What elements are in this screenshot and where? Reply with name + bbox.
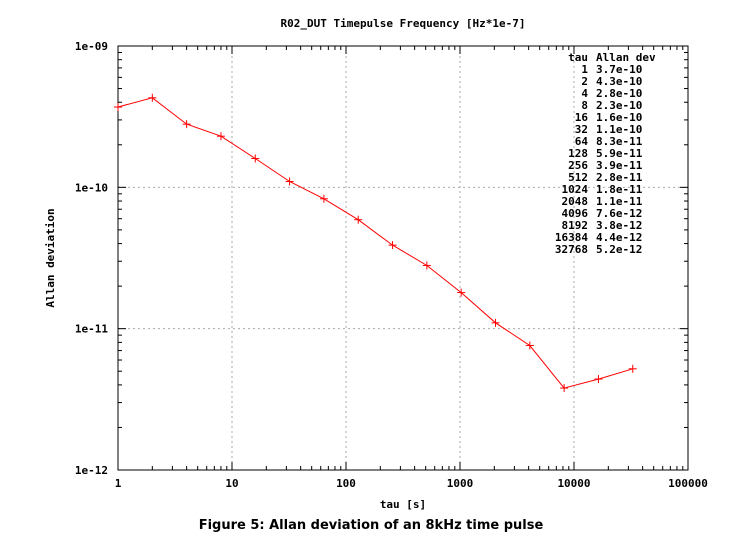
x-tick-label: 10000 [557,477,590,490]
y-axis-label: Allan deviation [44,208,57,307]
table-cell-tau: 4 [581,87,588,100]
x-axis-tick-labels: 1 10 100 1000 10000 100000 [115,477,708,490]
table-cell-allan-dev: 4.4e-12 [596,231,642,244]
data-point-marker [628,364,637,373]
grid-lines [118,46,688,470]
y-tick-label: 1e-12 [75,464,108,477]
allan-deviation-line [117,97,633,389]
axis-ticks [117,45,689,471]
data-point-marker [285,177,294,186]
plot-frame [117,45,689,471]
table-cell-allan-dev: 5.2e-12 [596,243,642,256]
y-tick-label: 1e-11 [75,323,108,336]
table-cell-tau: 1024 [562,183,589,196]
table-cell-allan-dev: 8.3e-11 [596,135,643,148]
data-point-marker [354,215,363,224]
x-tick-label: 100 [336,477,356,490]
table-cell-allan-dev: 4.3e-10 [596,75,642,88]
data-point-marker [148,93,157,102]
table-cell-tau: 32768 [555,243,588,256]
figure-caption: Figure 5: Allan deviation of an 8kHz tim… [198,518,544,533]
table-cell-tau: 16 [575,111,589,124]
table-cell-tau: 64 [575,135,589,148]
data-point-marker [525,341,534,350]
chart-title: R02_DUT Timepulse Frequency [Hz*1e-7] [280,17,525,30]
table-cell-allan-dev: 1.6e-10 [596,111,642,124]
table-cell-allan-dev: 3.7e-10 [596,63,642,76]
table-cell-tau: 512 [568,171,588,184]
data-point-marker [114,103,122,112]
table-cell-tau: 4096 [562,207,589,220]
x-tick-label: 1 [115,477,122,490]
data-point-marker [422,261,431,270]
table-cell-tau: 2 [581,75,588,88]
x-axis-label: tau [s] [380,498,426,511]
y-tick-label: 1e-10 [75,181,108,194]
x-tick-label: 1000 [447,477,474,490]
table-cell-tau: 8 [581,99,588,112]
table-cell-tau: 256 [568,159,588,172]
table-cell-allan-dev: 2.3e-10 [596,99,642,112]
table-cell-tau: 1 [581,63,588,76]
y-tick-label: 1e-09 [75,40,108,53]
data-point-marker [251,154,260,163]
data-point-marker [491,318,500,327]
table-cell-tau: 8192 [562,219,589,232]
table-cell-allan-dev: 2.8e-10 [596,87,642,100]
table-cell-tau: 2048 [562,195,589,208]
table-cell-allan-dev: 5.9e-11 [596,147,643,160]
data-table: tau Allan dev 1 3.7e-10 2 4.3e-10 4 2.8e-10 8 2.3… [555,51,656,256]
data-point-marker [319,194,328,203]
table-cell-allan-dev: 2.8e-11 [596,171,643,184]
data-point-marker [560,384,569,393]
x-tick-label: 100000 [668,477,708,490]
table-cell-tau: 16384 [555,231,588,244]
data-series [114,93,637,393]
table-cell-tau: 32 [575,123,588,136]
data-point-marker [594,375,603,384]
data-point-marker [216,132,225,141]
table-cell-allan-dev: 3.8e-12 [596,219,642,232]
table-cell-allan-dev: 1.1e-10 [596,123,642,136]
table-cell-allan-dev: 1.8e-11 [596,183,643,196]
table-cell-tau: 128 [568,147,588,160]
data-point-marker [182,120,191,129]
table-header-tau: tau [568,51,588,64]
x-tick-label: 10 [225,477,238,490]
data-point-marker [388,241,397,250]
table-header-allan-dev: Allan dev [596,51,656,64]
data-point-marker [457,288,466,297]
table-cell-allan-dev: 1.1e-11 [596,195,643,208]
table-cell-allan-dev: 7.6e-12 [596,207,642,220]
y-axis-tick-labels: 1e-12 1e-11 1e-10 1e-09 [75,40,108,477]
table-cell-allan-dev: 3.9e-11 [596,159,643,172]
